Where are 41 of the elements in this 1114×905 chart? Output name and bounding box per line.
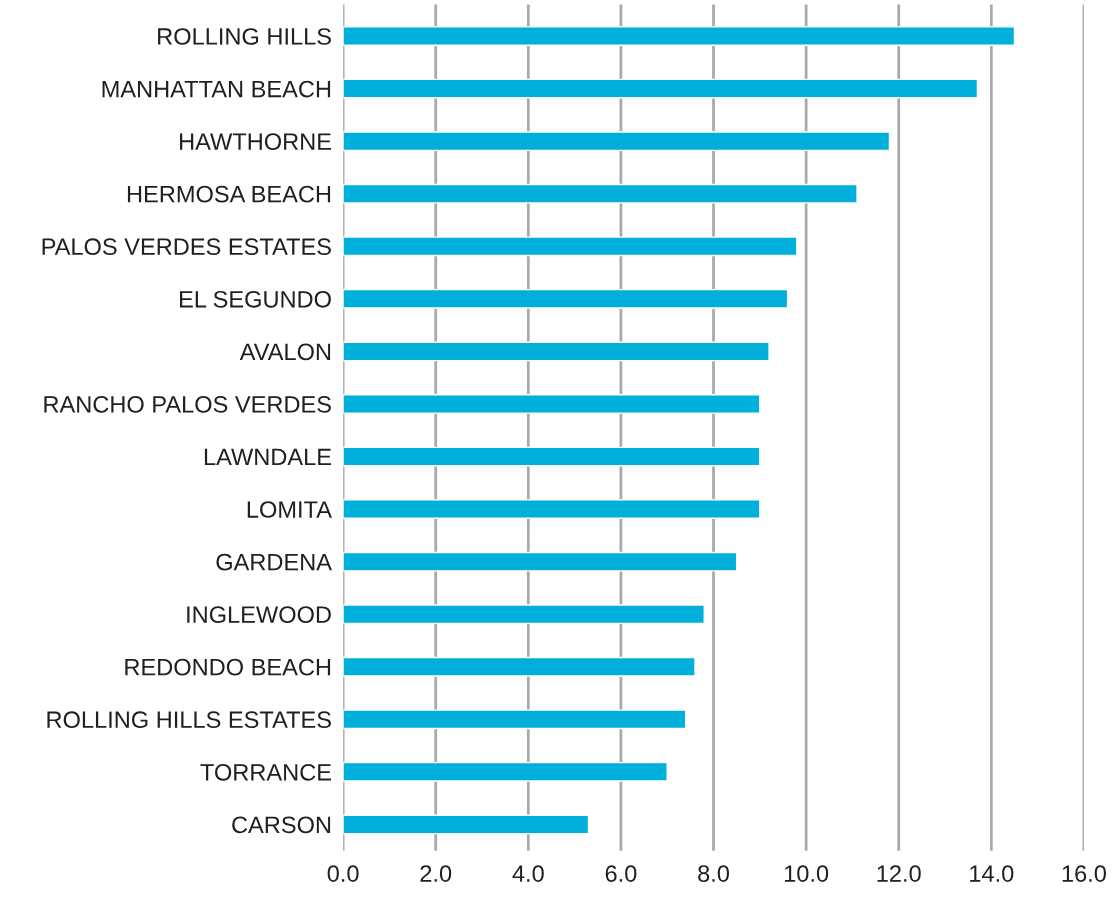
y-tick-label: HAWTHORNE: [180, 133, 331, 150]
x-tick-label: 2.0: [420, 865, 452, 882]
x-tick-label: 12.0: [877, 865, 921, 882]
y-tick-label: PALOS VERDES ESTATES: [42, 238, 331, 256]
x-tick-label: 14.0: [970, 865, 1014, 882]
y-tick-label: INGLEWOOD: [187, 606, 331, 623]
x-tick-label: 0.0: [327, 865, 359, 882]
bar: [343, 236, 798, 257]
x-tick-label: 10.0: [784, 865, 829, 882]
y-tick-label: EL SEGUNDO: [180, 290, 331, 308]
y-tick-label: LAWNDALE: [204, 448, 331, 466]
y-tick-label: REDONDO BEACH: [125, 658, 331, 676]
bar: [343, 709, 687, 730]
x-tick-label: 8.0: [698, 865, 730, 882]
bar: [343, 26, 1016, 46]
bar: [343, 656, 696, 677]
y-tick-label: RANCHO PALOS VERDES: [44, 396, 331, 413]
x-tick-label: 6.0: [605, 865, 637, 882]
y-tick-label: GARDENA: [216, 553, 332, 571]
bar: [343, 604, 705, 625]
bar: [343, 78, 979, 99]
x-tick-label: 16.0: [1062, 865, 1106, 882]
bar: [343, 288, 789, 309]
bar: [343, 131, 891, 152]
y-tick-label: TORRANCE: [200, 763, 331, 781]
bar: [343, 183, 858, 204]
x-tick-label: 4.0: [512, 865, 544, 882]
y-tick-label: ROLLING HILLS: [158, 28, 331, 45]
y-tick-label: ROLLING HILLS ESTATES: [47, 711, 331, 729]
bar: [343, 814, 590, 835]
bar: [343, 446, 761, 467]
y-tick-label: AVALON: [239, 343, 331, 361]
bar: [343, 761, 668, 782]
bar: [343, 551, 738, 572]
bar: [343, 499, 761, 519]
y-tick-label: HERMOSA BEACH: [127, 185, 331, 203]
y-tick-label: LOMITA: [247, 501, 332, 518]
y-tick-label: CARSON: [232, 816, 331, 834]
bar: [343, 394, 761, 414]
bar: [343, 341, 770, 362]
y-tick-label: MANHATTAN BEACH: [102, 80, 331, 98]
